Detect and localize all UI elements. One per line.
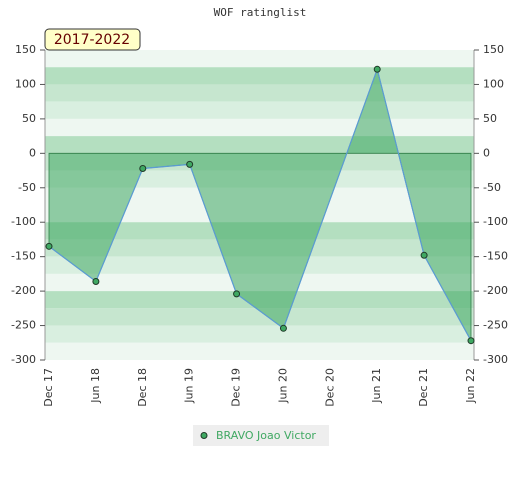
- band: [45, 67, 474, 85]
- x-tick-label: Dec 19: [230, 368, 243, 407]
- y-tick-label: -200: [11, 284, 36, 297]
- legend-label: BRAVO Joao Victor: [216, 429, 316, 442]
- legend-marker: [200, 432, 208, 439]
- y2-tick-label: -150: [483, 250, 508, 263]
- y-tick-label: -100: [11, 215, 36, 228]
- y-tick-label: -300: [11, 353, 36, 366]
- band: [45, 308, 474, 326]
- y2-tick-label: -300: [483, 353, 508, 366]
- band: [45, 118, 474, 137]
- data-point: [186, 160, 194, 168]
- y-tick-label: 0: [29, 146, 36, 159]
- y-tick-label: 150: [15, 43, 36, 56]
- y-tick-label: 50: [22, 112, 36, 125]
- data-point: [45, 242, 53, 250]
- data-point: [420, 251, 428, 259]
- data-point: [233, 290, 241, 298]
- y2-tick-label: -50: [483, 181, 501, 194]
- legend: [193, 425, 329, 446]
- x-tick-label: Jun 22: [464, 368, 477, 404]
- x-tick-label: Jun 19: [183, 368, 196, 404]
- y2-tick-label: -200: [483, 284, 508, 297]
- y2-tick-label: 150: [483, 43, 504, 56]
- x-tick-label: Jun 18: [89, 368, 102, 404]
- x-tick-label: Dec 20: [323, 368, 336, 407]
- data-point: [279, 324, 287, 332]
- y-tick-label: -50: [18, 181, 36, 194]
- y2-tick-label: -250: [483, 319, 508, 332]
- data-point: [373, 65, 381, 73]
- x-tick-label: Dec 17: [42, 368, 55, 407]
- band: [45, 136, 474, 154]
- y2-tick-label: 50: [483, 112, 497, 125]
- y-tick-label: 100: [15, 77, 36, 90]
- y2-tick-label: 100: [483, 77, 504, 90]
- band: [45, 342, 474, 360]
- period-label: 2017-2022: [54, 32, 130, 48]
- band: [45, 84, 474, 102]
- y2-tick-label: 0: [483, 146, 490, 159]
- x-tick-label: Jun 20: [276, 368, 289, 404]
- x-tick-label: Dec 18: [136, 368, 149, 407]
- chart-title: WOF ratinglist: [214, 6, 307, 19]
- data-point: [467, 337, 475, 345]
- band: [45, 50, 474, 68]
- period-badge: [44, 28, 141, 51]
- x-tick-label: Jun 21: [370, 368, 383, 404]
- band: [45, 325, 474, 343]
- data-point: [92, 277, 100, 285]
- y-tick-label: -250: [11, 319, 36, 332]
- y2-tick-label: -100: [483, 215, 508, 228]
- x-tick-label: Dec 21: [417, 368, 430, 407]
- y-tick-label: -150: [11, 250, 36, 263]
- band: [45, 101, 474, 119]
- data-point: [139, 164, 147, 172]
